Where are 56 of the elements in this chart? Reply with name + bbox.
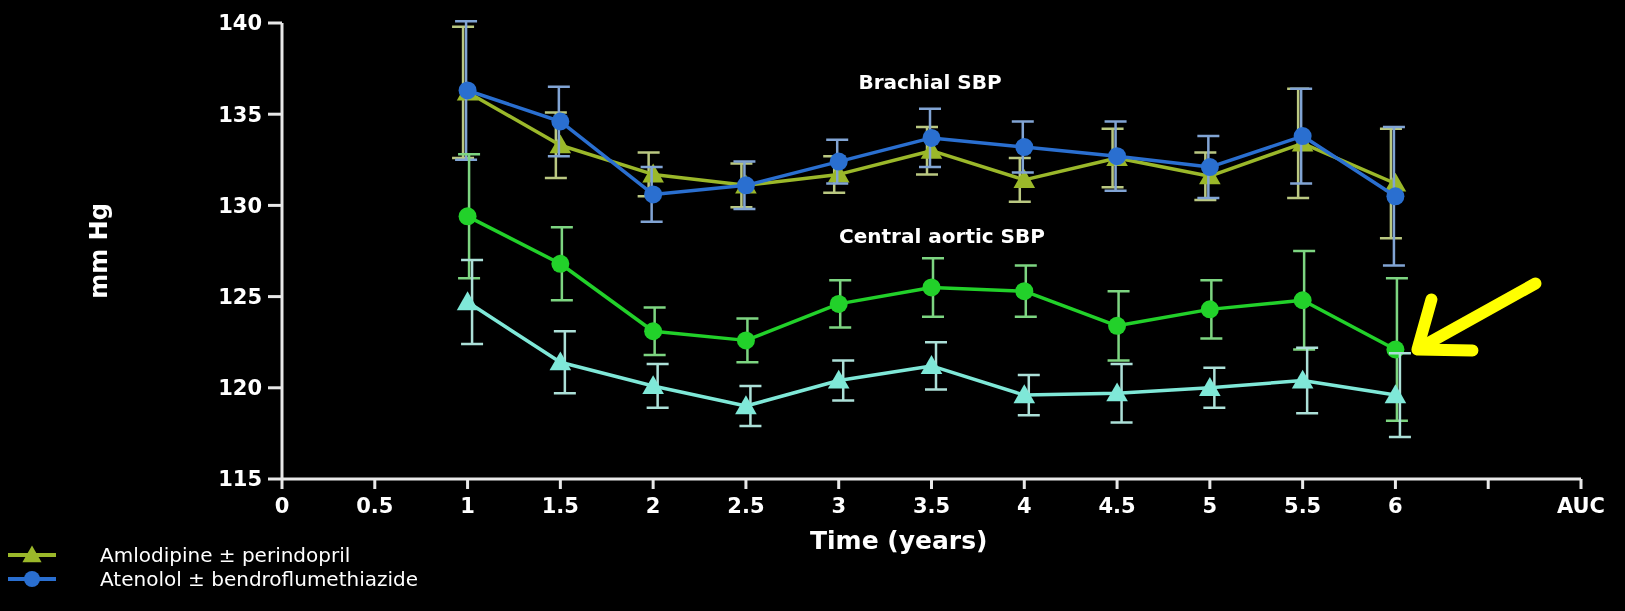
point	[1291, 369, 1314, 389]
x-tick-label: 3	[831, 494, 847, 518]
point	[1108, 316, 1127, 335]
y-tick-label: 115	[218, 467, 262, 492]
point	[1015, 138, 1034, 157]
point	[735, 395, 757, 415]
point	[1106, 382, 1128, 402]
point	[551, 112, 570, 131]
x-tick-label: 1.5	[541, 494, 579, 518]
x-tick-label: 2.5	[727, 494, 765, 518]
legend-label: Amlodipine ± perindopril	[100, 543, 351, 567]
x-tick-label: 0.5	[356, 494, 394, 518]
x-axis-title: Time (years)	[809, 526, 988, 555]
point	[642, 375, 664, 395]
x-tick-label: 1	[460, 494, 475, 518]
point	[1293, 291, 1312, 310]
x-tick-label: 0	[274, 494, 290, 518]
point	[1013, 384, 1036, 404]
point	[551, 254, 570, 273]
x-tick-label: 4.5	[1098, 494, 1136, 518]
point	[458, 207, 477, 226]
y-tick-label: 125	[218, 284, 262, 309]
point	[1199, 377, 1221, 396]
point	[922, 128, 941, 147]
point	[644, 322, 663, 341]
point	[1200, 300, 1219, 319]
point	[1200, 158, 1219, 177]
y-tick-label: 130	[218, 193, 262, 218]
x-tick-label: 3.5	[912, 494, 951, 518]
point	[549, 351, 572, 371]
point	[922, 278, 941, 297]
x-tick-label: AUC	[1556, 494, 1606, 518]
point	[1384, 384, 1407, 404]
point	[1386, 187, 1405, 206]
point	[829, 294, 848, 313]
y-axis-title: mm Hg	[85, 203, 113, 299]
legend-label: Atenolol ± bendroflumethiazide	[100, 567, 419, 591]
annotation: Brachial SBP	[858, 70, 1002, 94]
point	[1293, 127, 1312, 146]
point	[827, 369, 850, 389]
point	[456, 291, 479, 311]
point	[736, 331, 755, 350]
y-tick-label: 140	[218, 11, 262, 36]
y-tick-label: 120	[218, 376, 262, 401]
x-tick-label: 6	[1388, 494, 1403, 518]
point	[644, 185, 663, 204]
point	[1015, 282, 1034, 301]
annotation: Central aortic SBP	[839, 224, 1045, 248]
point	[829, 152, 848, 171]
x-tick-label: 5.5	[1284, 494, 1322, 518]
x-tick-label: 5	[1202, 494, 1218, 518]
x-tick-label: 2	[645, 494, 661, 518]
x-tick-label: 4	[1016, 494, 1032, 518]
y-tick-label: 135	[218, 102, 262, 127]
point	[1013, 169, 1036, 188]
point	[920, 355, 943, 375]
